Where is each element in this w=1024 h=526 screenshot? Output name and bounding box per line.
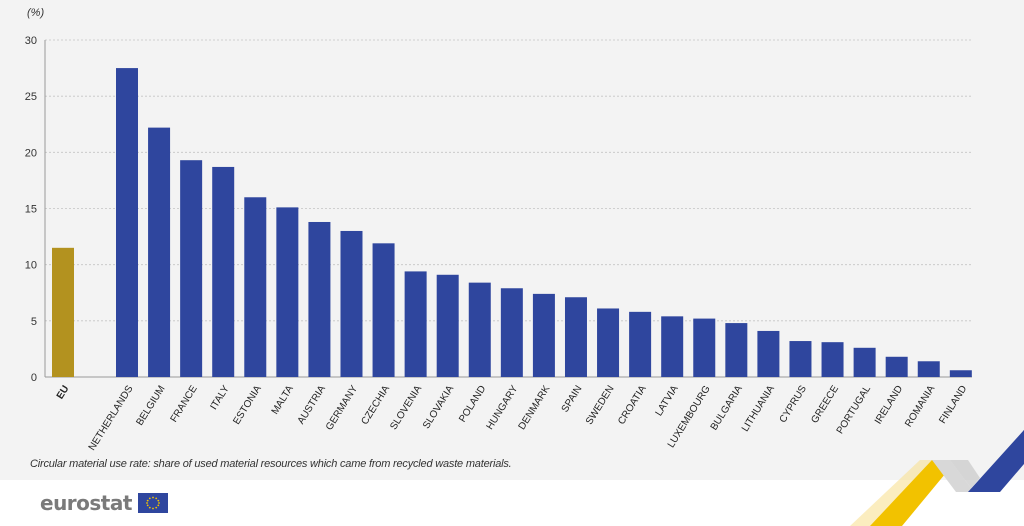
x-tick-label-latvia: LATVIA [654, 383, 681, 418]
eurostat-logo: eurostat [40, 491, 168, 515]
bar-finland [949, 370, 972, 377]
y-tick-label: 15 [25, 204, 37, 216]
bar-sweden [597, 308, 620, 377]
bar-croatia [629, 311, 652, 377]
x-tick-label-cyprus: CYPRUS [778, 383, 810, 424]
bar-eu [52, 247, 74, 377]
x-tick-label-malta: MALTA [270, 383, 296, 416]
x-tick-label-italy: ITALY [208, 383, 231, 411]
x-tick-label-czechia: CZECHIA [360, 383, 393, 426]
x-tick-label-poland: POLAND [457, 384, 488, 425]
bar-italy [212, 166, 235, 377]
x-tick-label-estonia: ESTONIA [231, 383, 264, 426]
x-tick-label-greece: GREECE [809, 383, 841, 425]
x-tick-label-bulgaria: BULGARIA [709, 383, 745, 432]
x-tick-label-germany: GERMANY [324, 383, 360, 432]
y-tick-label: 10 [25, 260, 37, 272]
x-tick-label-belgium: BELGIUM [134, 384, 167, 428]
bar-romania [917, 361, 940, 377]
x-tick-label-slovenia: SLOVENIA [388, 383, 424, 432]
chart-footnote: Circular material use rate: share of use… [30, 458, 512, 470]
y-tick-label: 5 [31, 316, 37, 328]
x-tick-label-lithuania: LITHUANIA [740, 383, 777, 433]
bar-spain [564, 297, 587, 377]
y-tick-label: 0 [31, 372, 37, 384]
bar-slovakia [436, 274, 459, 377]
bar-ireland [885, 356, 908, 377]
bar-hungary [500, 288, 523, 377]
bar-lithuania [757, 330, 780, 377]
x-tick-label-denmark: DENMARK [517, 383, 553, 432]
bar-estonia [244, 197, 267, 377]
bar-austria [308, 221, 331, 377]
x-tick-label-austria: AUSTRIA [296, 383, 328, 426]
bar-slovenia [404, 271, 427, 377]
bar-portugal [853, 347, 876, 377]
x-tick-label-france: FRANCE [169, 383, 200, 424]
bars [52, 68, 972, 378]
grid-lines [45, 39, 972, 322]
bar-latvia [661, 316, 684, 377]
bar-belgium [148, 127, 171, 378]
y-tick-label: 30 [25, 35, 37, 47]
x-tick-label-spain: SPAIN [560, 384, 585, 415]
x-tick-label-netherlands: NETHERLANDS [87, 383, 136, 452]
bar-bulgaria [725, 323, 748, 377]
bar-germany [340, 230, 363, 377]
bar-cyprus [789, 341, 812, 377]
bar-luxembourg [693, 318, 716, 377]
x-tick-label-eu: EU [55, 384, 72, 402]
bar-greece [821, 342, 844, 377]
x-tick-label-hungary: HUNGARY [485, 383, 521, 431]
bar-france [180, 160, 203, 377]
bar-netherlands [116, 68, 138, 377]
x-tick-label-croatia: CROATIA [616, 383, 649, 426]
x-tick-label-sweden: SWEDEN [584, 384, 617, 427]
y-axis-unit: (%) [27, 7, 44, 19]
bar-denmark [532, 293, 555, 377]
footer-band [0, 480, 1024, 526]
brand-name: eurostat [40, 491, 132, 515]
y-tick-labels: 0 5 10 15 20 25 30 [25, 35, 37, 384]
bar-malta [276, 207, 299, 377]
y-tick-label: 25 [25, 91, 37, 103]
y-tick-label: 20 [25, 147, 37, 159]
bar-czechia [372, 243, 395, 377]
decorative-stripes [850, 430, 1024, 526]
x-tick-label-slovakia: SLOVAKIA [421, 383, 456, 430]
bar-poland [468, 282, 491, 377]
eu-flag-icon [137, 493, 168, 513]
